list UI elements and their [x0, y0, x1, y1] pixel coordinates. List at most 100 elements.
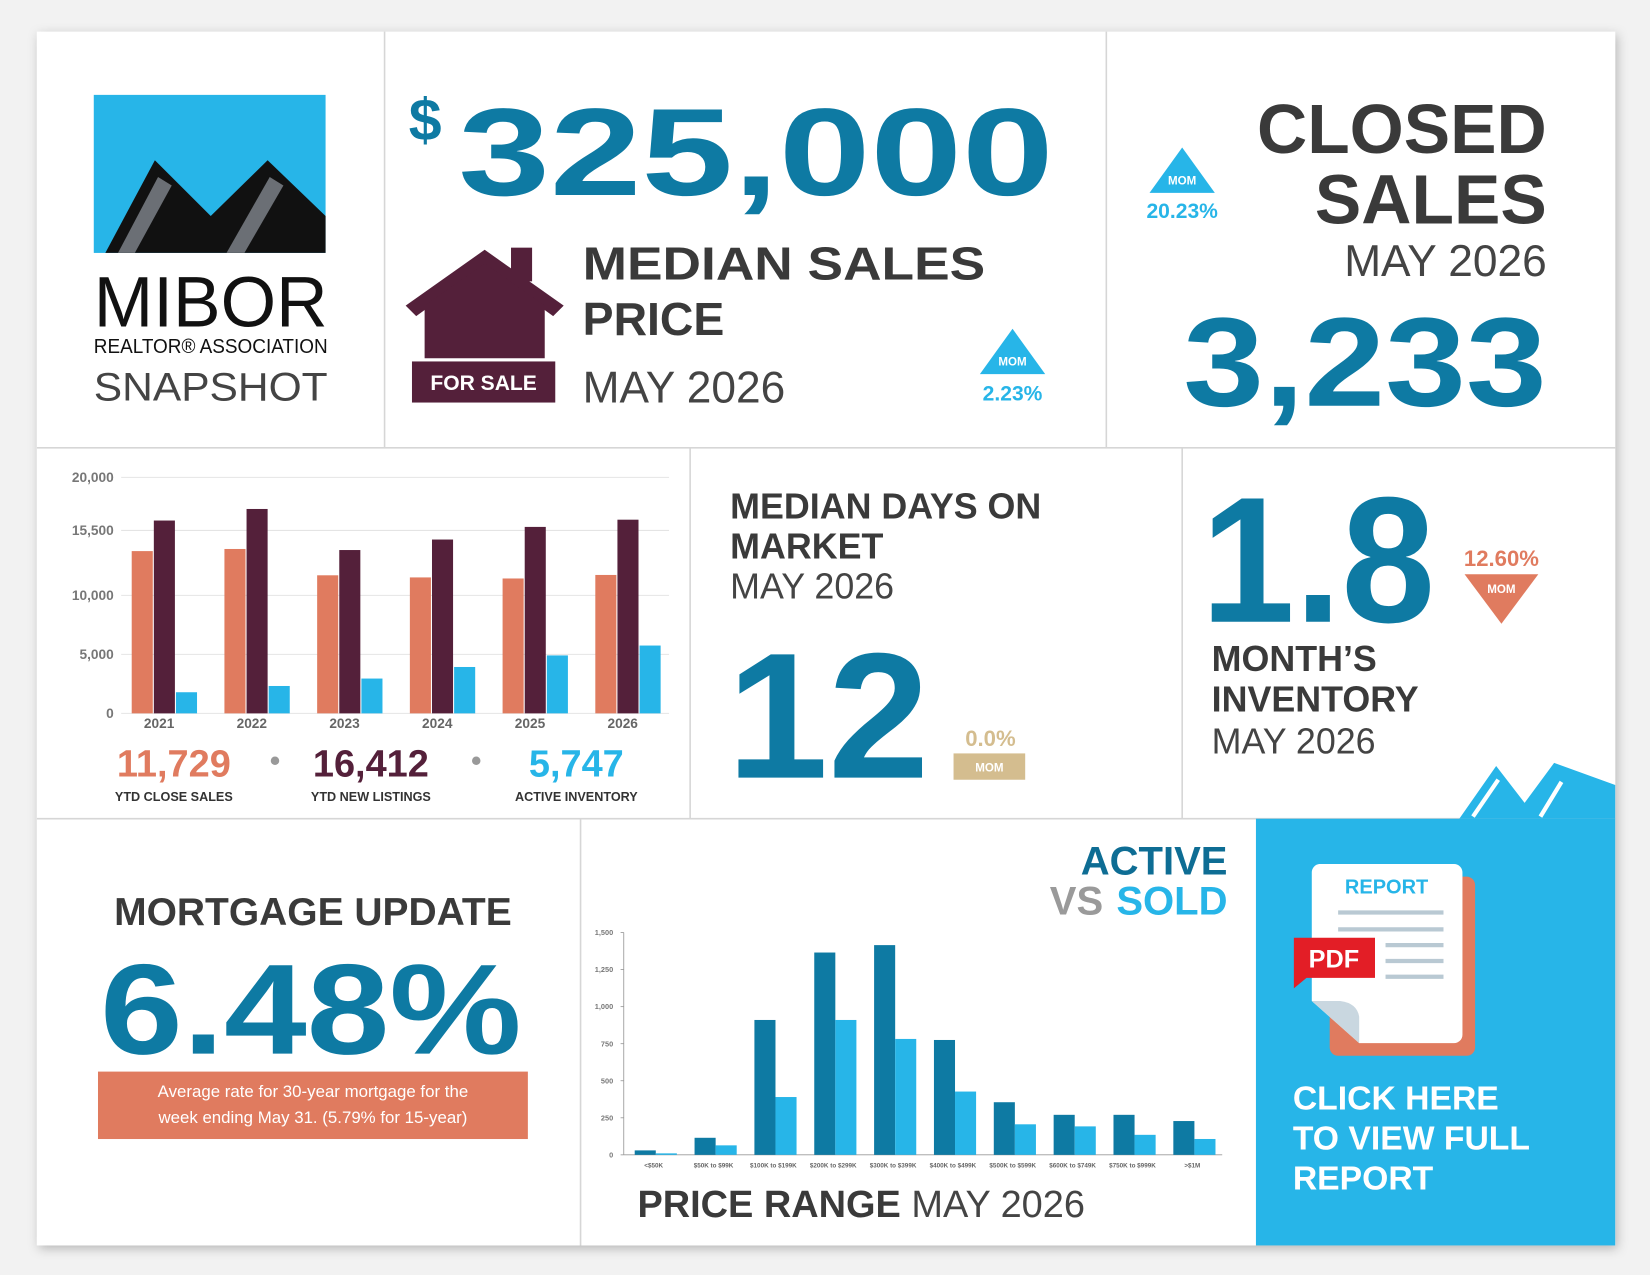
period: MAY 2026 — [1212, 721, 1376, 761]
bar — [246, 508, 268, 714]
y-tick-label: 1,250 — [595, 965, 613, 974]
bar — [835, 1019, 857, 1155]
x-tick-label: $300K to $399K — [870, 1162, 917, 1169]
mortgage-title: MORTGAGE UPDATE — [114, 891, 512, 934]
summary-value: 16,412 — [313, 744, 429, 786]
x-tick-label: >$1M — [1184, 1162, 1200, 1169]
inventory-panel: 1.8 12.60% MOM MONTH’S INVENTORY MAY 202… — [1201, 460, 1539, 762]
pdf-badge — [1293, 937, 1375, 989]
charts: 0 5,000 10,000 15,500 20,000 2021 2022 2023 2024… — [72, 470, 1223, 1169]
mortgage-note: Average rate for 30-year mortgage for th… — [158, 1082, 469, 1101]
y-tick-label: 10,000 — [72, 588, 114, 603]
change-value: 12.60% — [1464, 546, 1539, 571]
bar — [502, 578, 524, 714]
metric-label: PRICE — [583, 293, 725, 345]
bar — [409, 577, 431, 714]
y-tick-label: 1,000 — [595, 1002, 613, 1011]
bar — [224, 548, 246, 714]
x-tick-label: $200K to $299K — [810, 1162, 857, 1169]
y-tick-label: 0 — [106, 706, 114, 721]
change-value: 0.0% — [965, 726, 1016, 751]
price-range-header: ACTIVE SOLD VS PRICE RANGE MAY 2026 — [637, 840, 1227, 1226]
x-tick-label: $600K to $749K — [1049, 1162, 1096, 1169]
bar — [874, 945, 896, 1155]
mountain-stripes — [1471, 778, 1564, 818]
bar — [131, 551, 153, 714]
house-icon — [405, 247, 564, 403]
report-icon-curl — [1311, 1001, 1360, 1044]
legend-label: ACTIVE — [1081, 840, 1228, 884]
cta-text[interactable]: TO VIEW FULL — [1293, 1120, 1530, 1158]
bar — [317, 575, 339, 714]
bar — [1014, 1124, 1036, 1155]
mountain-decoration — [1459, 762, 1616, 819]
metric-label: MONTH’S — [1212, 639, 1377, 679]
closed-sales-panel: CLOSED SALES MAY 2026 3,233 MOM 20.23% — [1146, 90, 1546, 433]
cta-text[interactable]: CLICK HERE — [1293, 1080, 1499, 1118]
note-box — [97, 1071, 528, 1140]
bar — [933, 1039, 956, 1155]
bar — [268, 685, 290, 714]
x-tick-label: $500K to $599K — [989, 1162, 1036, 1169]
bar — [153, 520, 175, 714]
summary-value: 5,747 — [529, 744, 624, 786]
x-tick-label: 2025 — [515, 716, 546, 731]
mortgage-rate: 6.48% — [100, 939, 521, 1082]
cta-text[interactable]: REPORT — [1293, 1160, 1434, 1198]
bar — [339, 550, 361, 714]
y-tick-label: 5,000 — [80, 647, 115, 662]
bar — [715, 1145, 737, 1155]
logo-title: SNAPSHOT — [94, 365, 328, 409]
change-label: MOM — [1168, 175, 1196, 187]
bar — [1194, 1138, 1216, 1155]
y-tick-label: 15,500 — [72, 523, 114, 538]
legend-label: YTD CLOSE SALES — [115, 790, 233, 804]
report-link[interactable]: REPORT PDF CLICK HERE TO VIEW FULL REPOR… — [1255, 762, 1616, 1246]
metric-label: MEDIAN SALES — [583, 237, 985, 289]
x-tick-label: $400K to $499K — [930, 1162, 977, 1169]
bar — [546, 655, 568, 714]
bar — [617, 519, 639, 714]
separator-dot — [270, 756, 280, 765]
x-tick-label: $100K to $199K — [750, 1162, 797, 1169]
period: MAY 2026 — [1344, 237, 1547, 286]
bar — [175, 692, 198, 714]
bar — [694, 1137, 716, 1155]
bar — [595, 574, 617, 714]
bar — [814, 952, 836, 1155]
bar — [454, 666, 476, 714]
logo-name: MIBOR — [94, 263, 328, 343]
bar — [361, 678, 383, 714]
bar — [1173, 1121, 1195, 1155]
x-tick-label: <$50K — [644, 1162, 663, 1169]
change-badge — [953, 753, 1026, 780]
period: MAY 2026 — [730, 567, 894, 607]
dom-value: 12 — [727, 616, 929, 816]
inventory-value: 1.8 — [1201, 460, 1435, 660]
change-arrow — [1464, 574, 1539, 624]
change-label: MOM — [1487, 584, 1515, 596]
currency: $ — [409, 87, 442, 153]
mortgage-panel: MORTGAGE UPDATE 6.48% Average rate for 3… — [97, 891, 528, 1140]
bar — [754, 1019, 776, 1155]
bar — [1134, 1134, 1156, 1155]
sale-badge: FOR SALE — [430, 372, 537, 395]
y-tick-label: 0 — [609, 1150, 613, 1159]
x-tick-label: 2023 — [329, 716, 360, 731]
y-tick-label: 500 — [601, 1076, 613, 1085]
bar — [775, 1097, 797, 1155]
closed-sales-value: 3,233 — [1183, 292, 1547, 433]
report-icon-label: REPORT — [1345, 877, 1428, 899]
legend-label: SOLD — [1116, 880, 1227, 924]
chart-title: PRICE RANGE — [637, 1184, 900, 1226]
period: MAY 2026 — [583, 364, 786, 413]
y-tick-label: 250 — [601, 1113, 613, 1122]
x-tick-label: $750K to $999K — [1109, 1162, 1156, 1169]
bar — [634, 1150, 656, 1155]
change-arrow — [979, 328, 1046, 375]
price-value: 325,000 — [458, 83, 1053, 222]
metric-label: MEDIAN DAYS ON — [730, 486, 1041, 526]
summary-value: 11,729 — [117, 744, 231, 786]
change-value: 2.23% — [983, 382, 1043, 405]
